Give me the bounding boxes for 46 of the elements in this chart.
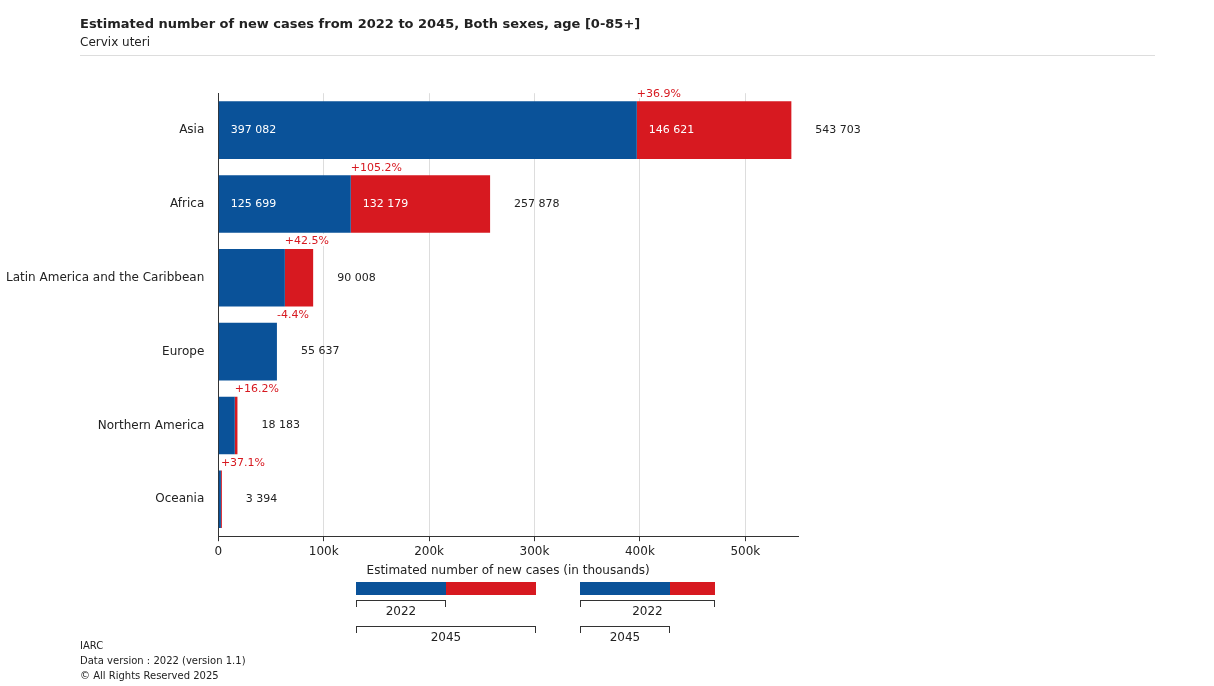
text: © All Rights Reserved 2025: [80, 669, 220, 683]
text: 2045: [609, 630, 641, 644]
y-tick-label: Europe: [162, 343, 205, 358]
x-tick-label: 500k: [730, 543, 761, 558]
x-tick-label: 100k: [308, 543, 339, 558]
chart-title: Estimated number of new cases from 2022 to 2045, Both sexes, age [0-85+]: [80, 16, 641, 31]
bar: [218, 396, 235, 455]
text: 2045: [429, 630, 463, 644]
annotation: +42.5%: [284, 234, 330, 248]
total-label: 55 637: [300, 344, 340, 358]
text: 2022: [632, 604, 663, 618]
bar: [218, 322, 277, 381]
x-tick-label: 0: [214, 543, 223, 558]
y-tick-label: Northern America: [97, 417, 205, 432]
x-tick-label: 300k: [519, 543, 550, 558]
total-label: 3 394: [245, 492, 278, 506]
text: 2022: [384, 604, 418, 618]
x-tick-label: 400k: [624, 543, 655, 558]
x-axis-title: Estimated number of new cases (in thousands): [366, 562, 650, 577]
y-tick-label: Asia: [179, 122, 205, 137]
y-tick-label: Africa: [170, 196, 205, 211]
text: IARC: [80, 639, 105, 653]
annotation: +105.2%: [350, 160, 402, 174]
total-label: 18 183: [261, 418, 300, 432]
bar: [218, 175, 351, 233]
annotation: -4.4%: [276, 308, 309, 322]
bar: [284, 248, 314, 307]
total-label: 543 703: [815, 122, 861, 136]
bar: [350, 175, 491, 233]
bar: [636, 101, 792, 159]
bar: [218, 248, 285, 307]
data-label: 132 179: [362, 196, 409, 210]
bar: [218, 101, 637, 159]
y-tick-label: Oceania: [155, 491, 205, 506]
total-label: 90 008: [337, 270, 376, 284]
annotation: +16.2%: [234, 382, 279, 396]
y-tick-label: Latin America and the Caribbean: [5, 269, 205, 284]
data-label: 397 082: [230, 122, 277, 136]
text: Cervix uteri: [80, 35, 151, 49]
text: Data version : 2022 (version 1.1): [80, 654, 246, 668]
annotation: +37.1%: [220, 455, 266, 469]
x-tick-label: 200k: [414, 543, 445, 558]
annotation: +36.9%: [636, 86, 681, 100]
data-label: 146 621: [648, 122, 695, 136]
total-label: 257 878: [514, 196, 560, 210]
data-label: 125 699: [230, 196, 277, 210]
